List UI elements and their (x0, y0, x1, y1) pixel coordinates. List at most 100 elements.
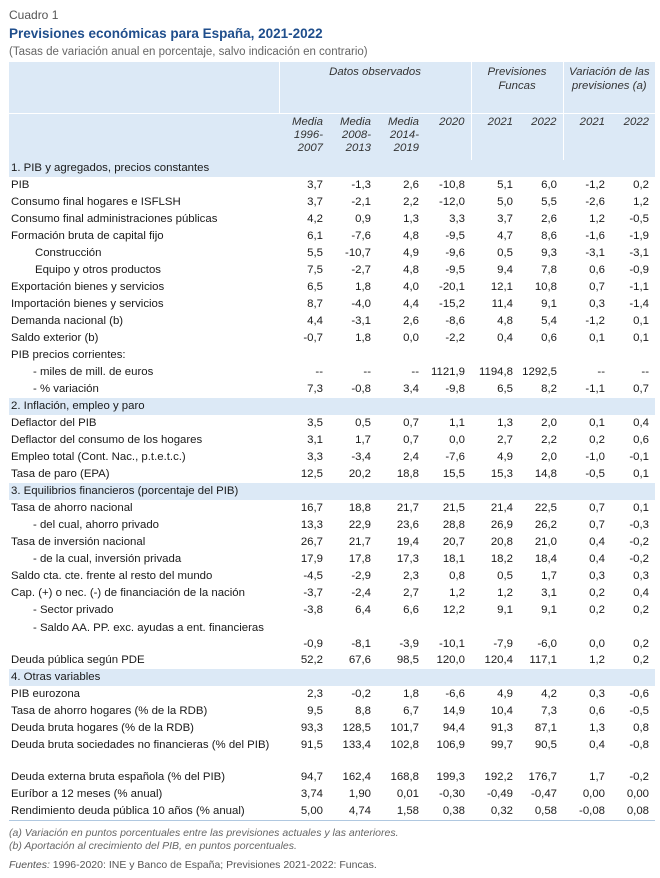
cell-value: 1,3 (589, 722, 605, 734)
table-row: Deflactor del PIB 3,5 0,5 0,7 1,1 1,3 2,0 0,1 0,… (9, 415, 655, 432)
section-header: 3. Equilibrios financieros (porcentaje d… (9, 483, 655, 500)
cell-value: -10,7 (345, 247, 371, 259)
cell-value: 4,2 (541, 688, 557, 700)
cell-value: 0,4 (589, 553, 605, 565)
row-label: - % variación (33, 383, 99, 395)
cell-value: -1,2 (585, 315, 605, 327)
row-label: PIB (11, 179, 30, 191)
row-label: Tasa de ahorro hogares (% de la RDB) (11, 705, 208, 717)
cell-value: 1,8 (355, 281, 371, 293)
cell-value: -0,2 (351, 688, 371, 700)
cell-value: 90,5 (534, 739, 557, 751)
cell-value: 21,4 (490, 502, 513, 514)
row-label: Exportación bienes y servicios (11, 281, 165, 293)
column-header: 2021 (562, 113, 611, 160)
cell-value: 91,5 (300, 739, 323, 751)
cell-value: 1,58 (396, 805, 419, 817)
table-row: Formación bruta de capital fijo 6,1 -7,6 4,… (9, 228, 655, 245)
cell-value: -6,6 (445, 688, 465, 700)
table-row: - del cual, ahorro privado 13,3 22,9 23,6 28… (9, 517, 655, 534)
row-label: Demanda nacional (b) (11, 315, 124, 327)
cell-value: 1,2 (589, 213, 605, 225)
section-header: 2. Inflación, empleo y paro (9, 398, 655, 415)
header-observed: Datos observados (278, 62, 471, 114)
cell-value: 22,5 (534, 502, 557, 514)
cell-value: 18,1 (442, 553, 465, 565)
cell-value: 102,8 (390, 739, 419, 751)
row-label: Deuda externa bruta española (% del PIB) (11, 771, 226, 783)
header-column-row: Media 1996-2007 Media 2008-2013 Media 2014… (9, 113, 655, 160)
cell-value: 0,5 (497, 570, 513, 582)
header-blank (9, 62, 279, 114)
cell-value: -1,2 (585, 179, 605, 191)
cell-value: 9,1 (497, 604, 513, 616)
cell-value: 1,3 (497, 417, 513, 429)
cell-value: 3,7 (307, 196, 323, 208)
cell-value: 120,0 (436, 654, 465, 666)
cell-value: 2,2 (541, 434, 557, 446)
cell-value: 7,3 (307, 383, 323, 395)
table-bottom-rule (9, 820, 655, 821)
cell-value: 23,6 (396, 519, 419, 531)
cell-value: 99,7 (490, 739, 513, 751)
cell-value: 3,1 (307, 434, 323, 446)
cell-value: -0,30 (439, 788, 465, 800)
row-label: Euríbor a 12 meses (% anual) (11, 788, 163, 800)
row-label: - Saldo AA. PP. exc. ayudas a ent. finan… (33, 622, 264, 634)
cell-value: 26,2 (534, 519, 557, 531)
column-header: 2021 (470, 113, 519, 160)
cell-value: 8,2 (541, 383, 557, 395)
cell-value: 0,7 (633, 383, 649, 395)
table-row: Empleo total (Cont. Nac., p.t.e.t.c.) 3,3… (9, 449, 655, 466)
table-row: PIB 3,7 -1,3 2,6 -10,8 5,1 6,0 -1,2 0,2 (9, 177, 655, 194)
section-title: 4. Otras variables (9, 669, 655, 686)
cell-value: 0,5 (355, 417, 371, 429)
cell-value: 133,4 (342, 739, 371, 751)
cell-value: -- (597, 366, 605, 378)
cell-value (563, 347, 611, 364)
cell-value: 18,8 (348, 502, 371, 514)
cell-value: 0,1 (589, 417, 605, 429)
table-row: Saldo exterior (b) -0,7 1,8 0,0 -2,2 0,4 0,6 0,… (9, 330, 655, 347)
column-header: Media 2008-2013 (329, 113, 377, 160)
cell-value: -1,4 (629, 298, 649, 310)
cell-value: -0,6 (629, 688, 649, 700)
table-row: - Saldo AA. PP. exc. ayudas a ent. finan… (9, 619, 655, 652)
cell-value: -3,4 (351, 451, 371, 463)
cell-value: 2,3 (403, 570, 419, 582)
cell-value: 5,4 (541, 315, 557, 327)
cell-value: -1,0 (585, 451, 605, 463)
cell-value: 0,58 (534, 805, 557, 817)
cell-value: 9,5 (307, 705, 323, 717)
cell-value: 7,3 (541, 705, 557, 717)
row-label: Tasa de ahorro nacional (11, 502, 133, 514)
cell-value: 0,01 (396, 788, 419, 800)
cell-value: 162,4 (342, 771, 371, 783)
cell-value: 0,4 (633, 587, 649, 599)
cell-value: -0,2 (629, 536, 649, 548)
cell-value: 0,7 (403, 434, 419, 446)
section-title: 1. PIB y agregados, precios constantes (9, 160, 655, 177)
cell-value: 2,3 (307, 688, 323, 700)
cell-value: 1,8 (403, 688, 419, 700)
cell-value: 106,9 (436, 739, 465, 751)
cell-value: 0,2 (589, 587, 605, 599)
footnote-b: (b) Aportación al crecimiento del PIB, e… (9, 840, 297, 852)
cell-value: 5,00 (300, 805, 323, 817)
forecast-table: Datos observados Previsiones Funcas Vari… (9, 62, 655, 820)
header-variation-label: Variación de las previsiones (a) (568, 66, 650, 92)
table-number: Cuadro 1 (9, 8, 59, 22)
cell-value: 4,8 (403, 264, 419, 276)
cell-value: -7,6 (445, 451, 465, 463)
cell-value: 1,7 (355, 434, 371, 446)
cell-value (425, 347, 471, 364)
cell-value: 4,9 (403, 247, 419, 259)
cell-value: 2,7 (403, 587, 419, 599)
table-row: Saldo cta. cte. frente al resto del mund… (9, 568, 655, 585)
cell-value: 7,5 (307, 264, 323, 276)
cell-value: 1,2 (633, 196, 649, 208)
cell-value: 0,2 (633, 654, 649, 666)
cell-value: 0,1 (633, 502, 649, 514)
cell-value: -0,2 (629, 771, 649, 783)
row-label: Rendimiento deuda pública 10 años (% anu… (11, 805, 245, 817)
